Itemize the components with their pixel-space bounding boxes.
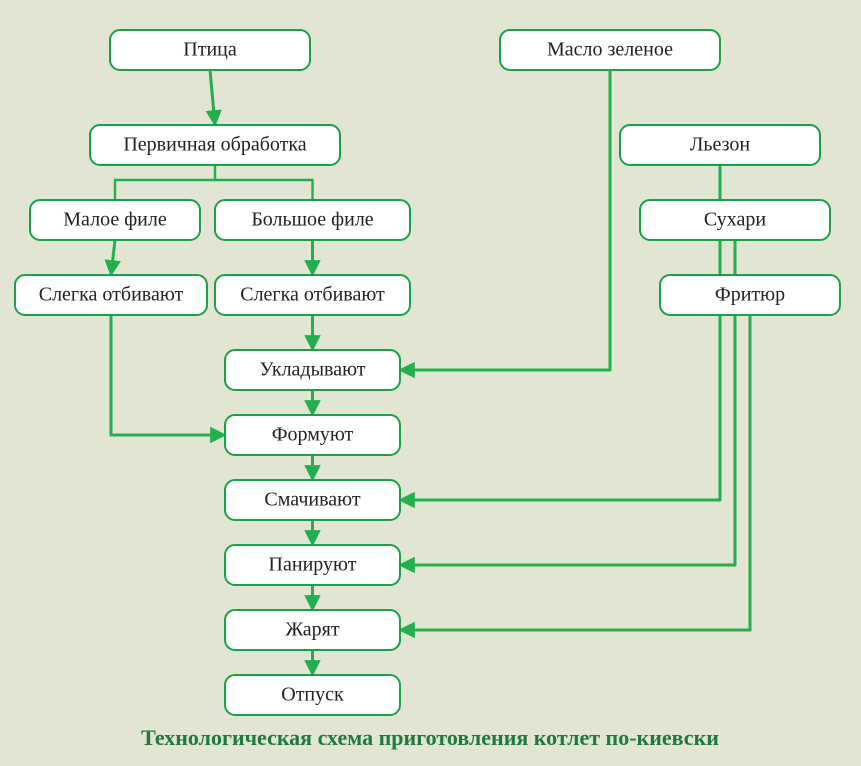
node-otpusk-label: Отпуск — [281, 684, 344, 706]
node-lezon-label: Льезон — [690, 134, 751, 156]
flowchart-svg: Птица Масло зеленое Первичная обработка Мал… — [0, 0, 861, 766]
node-lezon: Льезон — [620, 125, 820, 165]
node-perv: Первичная обработка — [90, 125, 340, 165]
node-bolshoe-label: Большое филе — [251, 209, 373, 231]
node-uklad: Укладывают — [225, 350, 400, 390]
node-maloe: Малое филе — [30, 200, 200, 240]
node-otb2: Слегка отбивают — [215, 275, 410, 315]
node-form: Формуют — [225, 415, 400, 455]
node-bolshoe: Большое филе — [215, 200, 410, 240]
node-ptitsa: Птица — [110, 30, 310, 70]
nodes: Птица Масло зеленое Первичная обработка Мал… — [15, 30, 840, 715]
flowchart-page: Птица Масло зеленое Первичная обработка Мал… — [0, 0, 861, 766]
node-smach: Смачивают — [225, 480, 400, 520]
node-otb1-label: Слегка отбивают — [39, 284, 184, 306]
node-panir: Панируют — [225, 545, 400, 585]
node-perv-label: Первичная обработка — [123, 134, 306, 156]
node-maslo-label: Масло зеленое — [547, 39, 673, 61]
node-zharyat-label: Жарят — [285, 619, 339, 641]
node-maslo: Масло зеленое — [500, 30, 720, 70]
node-zharyat: Жарят — [225, 610, 400, 650]
node-sukhari-label: Сухари — [704, 209, 766, 231]
node-otpusk: Отпуск — [225, 675, 400, 715]
node-smach-label: Смачивают — [264, 489, 360, 511]
node-frityur-label: Фритюр — [715, 284, 785, 306]
node-otb2-label: Слегка отбивают — [240, 284, 385, 306]
diagram-caption: Технологическая схема приготовления котл… — [141, 725, 719, 750]
node-form-label: Формуют — [272, 424, 354, 446]
node-sukhari: Сухари — [640, 200, 830, 240]
node-frityur: Фритюр — [660, 275, 840, 315]
node-otb1: Слегка отбивают — [15, 275, 207, 315]
node-ptitsa-label: Птица — [183, 39, 237, 61]
node-uklad-label: Укладывают — [259, 359, 365, 381]
node-maloe-label: Малое филе — [63, 209, 167, 231]
node-panir-label: Панируют — [269, 554, 357, 576]
